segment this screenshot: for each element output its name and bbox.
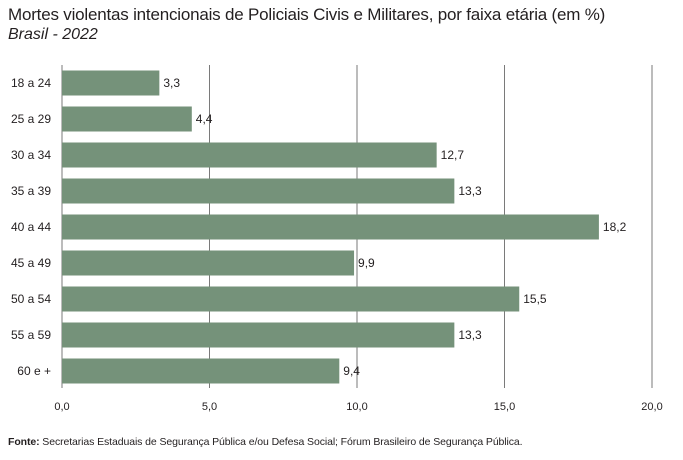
x-tick-label: 15,0 — [494, 401, 515, 413]
bar — [62, 106, 192, 132]
value-label: 4,4 — [196, 112, 213, 126]
value-label: 15,5 — [523, 292, 547, 306]
bar — [62, 70, 160, 96]
category-label: 30 a 34 — [11, 148, 51, 162]
chart-subtitle: Brasil - 2022 — [8, 26, 98, 43]
category-label: 35 a 39 — [11, 184, 51, 198]
x-tick-label: 5,0 — [202, 401, 217, 413]
value-label: 12,7 — [441, 148, 465, 162]
category-label: 45 a 49 — [11, 256, 51, 270]
source-note: Fonte: Secretarias Estaduais de Seguranç… — [8, 436, 523, 448]
bar — [62, 358, 340, 384]
value-label: 13,3 — [458, 328, 482, 342]
value-label: 9,9 — [358, 256, 375, 270]
bar — [62, 178, 455, 204]
value-label: 13,3 — [458, 184, 482, 198]
source-label: Fonte: — [8, 436, 40, 448]
category-label: 40 a 44 — [11, 220, 51, 234]
x-tick-label: 0,0 — [54, 401, 69, 413]
bar — [62, 286, 520, 312]
labels-layer: 0,0 5,0 10,0 15,0 20,0 18 a 24 3,3 25 a 29 4,4 30… — [11, 76, 663, 413]
bar — [62, 214, 599, 240]
bars-layer — [62, 70, 599, 384]
category-label: 18 a 24 — [11, 76, 51, 90]
chart-title: Mortes violentas intencionais de Policia… — [8, 5, 606, 24]
value-label: 3,3 — [163, 76, 180, 90]
bar — [62, 142, 437, 168]
bar — [62, 322, 455, 348]
category-label: 55 a 59 — [11, 328, 51, 342]
source-text: Secretarias Estaduais de Segurança Públi… — [39, 436, 523, 448]
value-label: 18,2 — [603, 220, 627, 234]
x-tick-label: 10,0 — [346, 401, 367, 413]
category-label: 50 a 54 — [11, 292, 51, 306]
category-label: 60 e + — [17, 364, 51, 378]
value-label: 9,4 — [343, 364, 360, 378]
x-tick-label: 20,0 — [641, 401, 662, 413]
category-label: 25 a 29 — [11, 112, 51, 126]
bar — [62, 250, 355, 276]
